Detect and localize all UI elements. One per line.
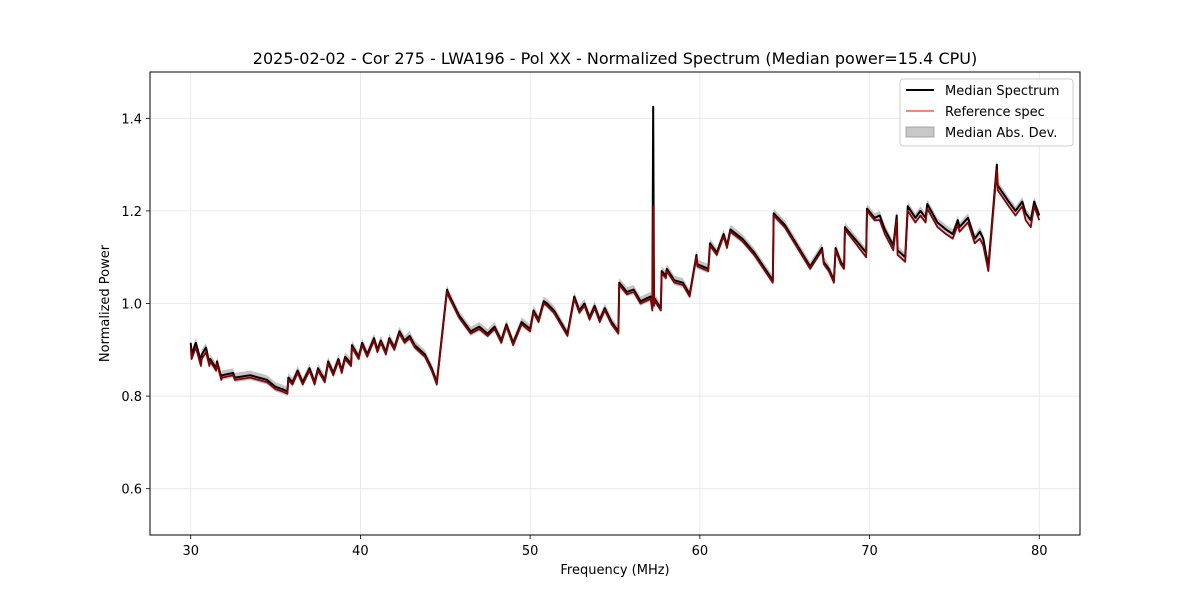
x-tick-label: 60 [692,544,709,559]
y-tick-label: 0.6 [121,483,142,498]
legend-box [899,78,1074,147]
x-tick-label: 70 [861,544,878,559]
legend-mad-swatch [905,126,935,138]
y-tick-label: 1.2 [121,205,142,220]
y-axis-label: Normalized Power [98,244,113,362]
legend-reference-label: Reference spec [945,105,1045,120]
y-tick-label: 1.0 [121,298,142,313]
chart-title: 2025-02-02 - Cor 275 - LWA196 - Pol XX -… [253,49,977,68]
x-tick-label: 80 [1031,544,1048,559]
x-tick-label: 50 [522,544,539,559]
x-axis: 30 40 50 60 70 80 [182,535,1048,559]
x-axis-label: Frequency (MHz) [560,563,669,578]
legend-mad-label: Median Abs. Dev. [945,126,1057,141]
y-tick-label: 1.4 [121,112,142,127]
y-tick-label: 0.8 [121,390,142,405]
reference-spectrum-line [189,168,1041,395]
legend-median-label: Median Spectrum [945,84,1059,99]
series-lines [189,105,1041,395]
legend: Median Spectrum Reference spec Median Ab… [899,78,1074,147]
x-tick-label: 30 [182,544,199,559]
x-tick-label: 40 [352,544,369,559]
y-axis: 0.6 0.8 1.0 1.2 1.4 [121,112,150,498]
